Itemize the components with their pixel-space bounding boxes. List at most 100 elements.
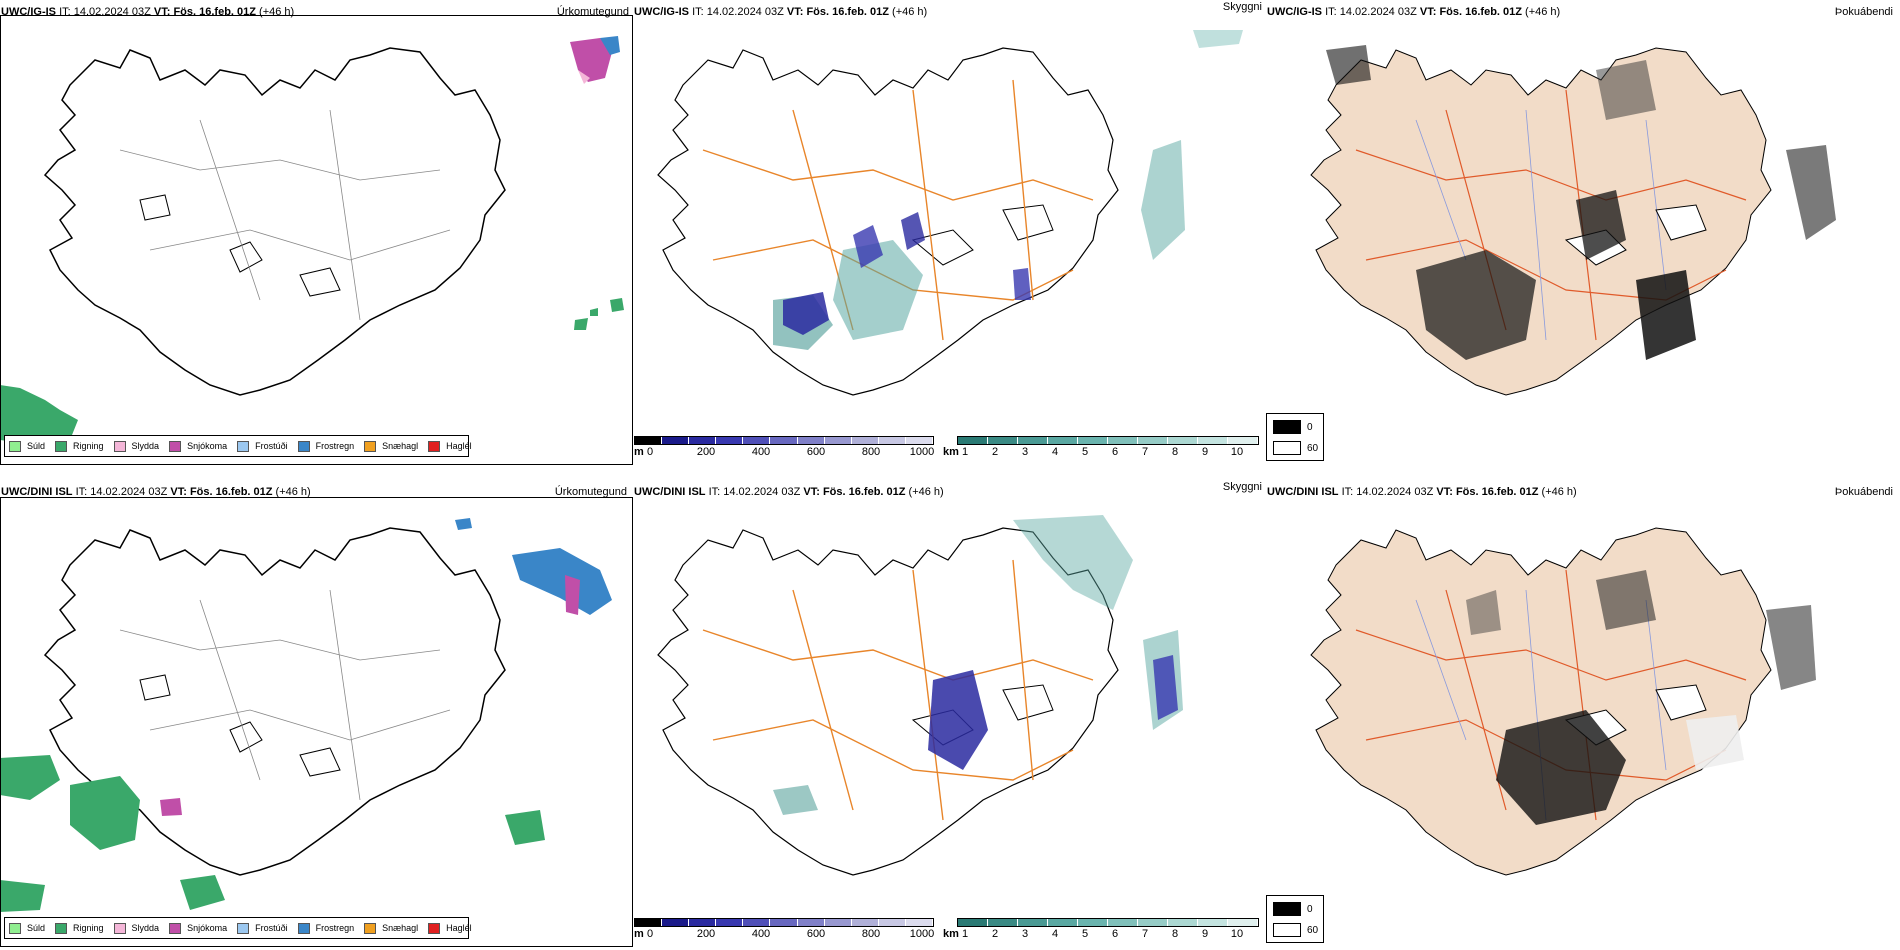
visibility-panel-dini: UWC/DINI ISL IT: 14.02.2024 03Z VT: Fös.… [633,480,1266,950]
run-header: UWC/IG-IS IT: 14.02.2024 03Z VT: Fös. 16… [1267,6,1561,18]
rain-area [574,318,588,330]
fog-dense [1786,145,1836,240]
legend-item-sleet: Slydda [113,922,159,934]
precip-type-legend: Súld Rigning Slydda Snjókoma Frostúði Fr… [4,917,472,939]
colorbar-tick: 4 [1051,446,1059,458]
colorbar-ticks: km 1 2 3 4 5 6 7 8 9 10 [943,927,1259,940]
legend-swatch [237,440,250,452]
colorbar-unit: km [943,446,959,458]
legend-item-freezing-rain: Frostregn [297,922,354,934]
rain-area [70,776,140,850]
snow-area [160,798,182,816]
colorbar-tick: 2 [991,928,999,940]
colorbar-tick: 6 [1111,446,1119,458]
sleet-area [578,70,590,84]
fog-dense [1576,190,1626,260]
colorbar-tick: 3 [1021,928,1029,940]
colorbar-ticks: m 0 200 400 600 800 1000 [634,927,935,940]
colorbar-cells [957,918,1259,927]
visibility-m-colorbar: m 0 200 400 600 800 1000 [634,918,934,944]
fog-dense [1596,60,1656,120]
fog-dense [1686,715,1744,770]
map-frame [0,497,633,947]
legend-swatch [9,440,21,452]
precip-map-igis [0,36,624,445]
panel-title: Þokuábendi [1834,6,1893,18]
rain-area [0,385,78,445]
colorbar-tick: 7 [1141,928,1149,940]
legend-swatch [237,922,250,934]
visibility-panel-igis: UWC/IG-IS IT: 14.02.2024 03Z VT: Fös. 16… [633,0,1266,470]
legend-item-rain: Rigning [55,922,104,934]
map-frame [0,15,633,465]
fog-dense [1496,710,1626,825]
low-visibility-m [1013,268,1031,300]
low-visibility-m [928,670,988,770]
colorbar-tick: 0 [646,446,654,458]
snow-area [570,38,612,82]
freezing-rain-area [455,518,472,530]
low-visibility-km [1013,515,1133,610]
colorbar-tick: 10 [1230,446,1244,458]
fog-dense [1596,570,1656,630]
legend-item-drizzle: Súld [9,440,45,452]
colorbar-tick: 600 [806,928,826,940]
visibility-m-colorbar: m 0 200 400 600 800 1000 [634,436,934,462]
precip-type-panel-igis: UWC/IG-IS IT: 14.02.2024 03Z VT: Fös. 16… [0,0,633,470]
legend-item-freezing-rain: Frostregn [297,440,354,452]
colorbar-unit: km [943,928,959,940]
rain-area [0,755,60,800]
colorbar-tick: 1 [961,446,969,458]
visibility-km-colorbar: km 1 2 3 4 5 6 7 8 9 10 [943,918,1259,944]
colorbar-unit: m [634,446,644,458]
colorbar-tick: 3 [1021,446,1029,458]
legend-swatch [297,440,310,452]
visibility-km-colorbar: km 1 2 3 4 5 6 7 8 9 10 [943,436,1259,462]
low-visibility-km [773,785,818,815]
colorbar-tick: 5 [1081,446,1089,458]
legend-item-freezing-drizzle: Frostúði [237,922,288,934]
colorbar-tick: 1000 [909,446,935,458]
legend-swatch [9,922,21,934]
panel-title: Skyggni [1222,1,1262,13]
run-header: UWC/IG-IS IT: 14.02.2024 03Z VT: Fös. 16… [634,6,928,18]
snow-area [565,575,580,615]
low-visibility-km [833,240,923,340]
colorbar-tick: 600 [806,446,826,458]
colorbar-tick: 400 [751,446,771,458]
legend-swatch [1273,902,1301,916]
low-visibility-m [853,225,883,268]
colorbar-ticks: m 0 200 400 600 800 1000 [634,445,935,458]
colorbar-tick: 1 [961,928,969,940]
legend-swatch [364,922,377,934]
colorbar-tick: 10 [1230,928,1244,940]
legend-swatch [169,922,182,934]
run-header: UWC/DINI ISL IT: 14.02.2024 03Z VT: Fös.… [1267,486,1577,498]
colorbar-tick: 8 [1171,928,1179,940]
colorbar-unit: m [634,928,644,940]
low-visibility-m [783,292,829,335]
fog-dense [1636,270,1696,360]
fog-panel-dini: UWC/DINI ISL IT: 14.02.2024 03Z VT: Fös.… [1266,480,1899,950]
fog-dense [1416,250,1536,360]
fog-map-igis [1266,45,1836,470]
legend-item-snow-pellets: Snæhagl [364,922,418,934]
colorbar-tick: 1000 [909,928,935,940]
legend-swatch [428,440,441,452]
colorbar-cells [634,918,934,927]
legend-item-snow: Snjókoma [169,440,227,452]
legend-swatch [1273,923,1301,937]
low-visibility-km [1193,30,1243,48]
fog-dense [1326,45,1371,85]
colorbar-cells [957,436,1259,445]
low-visibility-m [901,212,925,250]
precip-type-legend: Súld Rigning Slydda Snjókoma Frostúði Fr… [4,435,472,457]
panel-title: Úrkomutegund [556,6,629,18]
colorbar-tick: 2 [991,446,999,458]
rain-area [505,810,545,845]
panel-title: Þokuábendi [1834,486,1893,498]
legend-item-hail: Haglél [428,440,472,452]
colorbar-tick: 4 [1051,928,1059,940]
freezing-rain-area [512,548,612,615]
colorbar-tick: 400 [751,928,771,940]
